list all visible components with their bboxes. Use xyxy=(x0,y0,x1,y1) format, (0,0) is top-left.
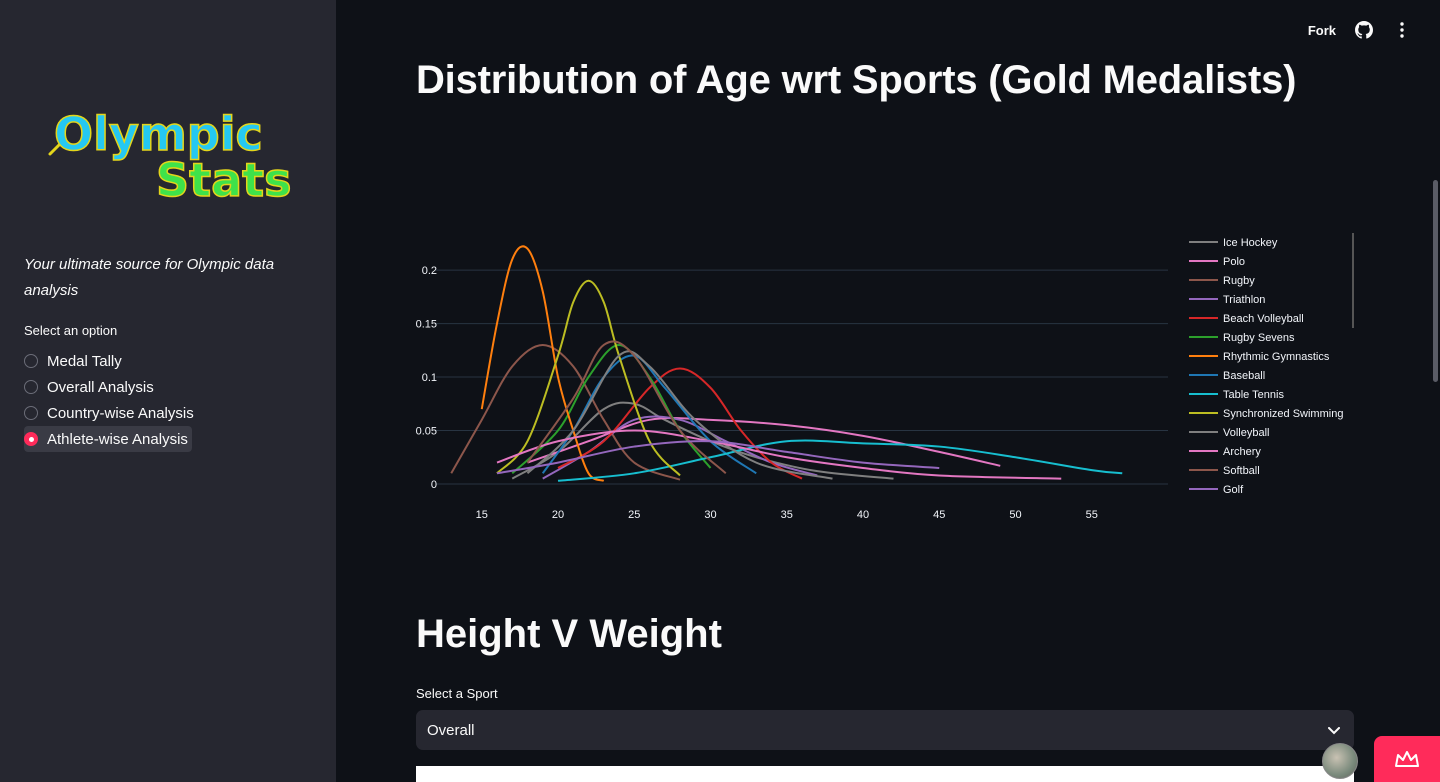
y-tick-label: 0.05 xyxy=(416,426,437,438)
series-line-rugby xyxy=(450,343,681,481)
x-tick-label: 35 xyxy=(781,509,793,521)
legend-label: Softball xyxy=(1223,465,1260,477)
series-line-golf xyxy=(496,440,940,475)
series-line-table-tennis xyxy=(557,439,1123,482)
legend-item[interactable]: Ice Hockey xyxy=(1189,237,1278,249)
radio-label: Country-wise Analysis xyxy=(47,404,194,422)
radio-circle[interactable] xyxy=(24,380,38,394)
legend-label: Ice Hockey xyxy=(1223,237,1278,249)
page-title: Distribution of Age wrt Sports (Gold Med… xyxy=(416,58,1297,102)
series-line-rhythmic-gymnastics xyxy=(480,245,605,482)
radio-label: Overall Analysis xyxy=(47,378,154,396)
streamlit-crown-button[interactable] xyxy=(1374,736,1440,782)
x-tick-label: 15 xyxy=(476,509,488,521)
series-line-volleyball xyxy=(526,350,833,480)
olympic-stats-logo: Olympic Stats xyxy=(48,106,292,208)
logo-line2: Stats xyxy=(156,153,292,207)
x-tick-label: 40 xyxy=(857,509,869,521)
legend-label: Baseball xyxy=(1223,370,1265,382)
legend-label: Volleyball xyxy=(1223,427,1269,439)
legend-item[interactable]: Polo xyxy=(1189,256,1245,268)
option-select-label: Select an option xyxy=(24,323,118,338)
series-line-softball xyxy=(526,340,727,475)
x-tick-label: 25 xyxy=(628,509,640,521)
radio-medal-tally[interactable]: Medal Tally xyxy=(24,348,126,374)
series-line-synchronized-swimming xyxy=(496,279,681,477)
logo-dot xyxy=(58,134,66,142)
x-axis-ticks: 15 20 25 30 35 40 45 50 55 xyxy=(476,509,1098,521)
legend-label: Rugby Sevens xyxy=(1223,332,1295,344)
chart-legend: Ice Hockey Polo Rugby Triathlon Beach Volley… xyxy=(1189,237,1343,496)
more-vertical-icon[interactable] xyxy=(1392,20,1412,40)
sidebar: Olympic Stats Your ultimate source for O… xyxy=(0,0,336,782)
legend-item[interactable]: Volleyball xyxy=(1189,427,1269,439)
y-tick-label: 0.1 xyxy=(422,372,437,384)
radio-country-wise-analysis[interactable]: Country-wise Analysis xyxy=(24,400,198,426)
series-line-polo xyxy=(527,417,1001,467)
app-header: Fork xyxy=(1308,20,1412,40)
radio-circle-selected[interactable] xyxy=(24,432,38,446)
radio-circle[interactable] xyxy=(24,354,38,368)
legend-item[interactable]: Rugby xyxy=(1189,275,1255,287)
x-tick-label: 20 xyxy=(552,509,564,521)
legend-item[interactable]: Synchronized Swimming xyxy=(1189,408,1343,420)
radio-overall-analysis[interactable]: Overall Analysis xyxy=(24,374,158,400)
fork-button[interactable]: Fork xyxy=(1307,22,1336,38)
legend-label: Polo xyxy=(1223,256,1245,268)
legend-label: Synchronized Swimming xyxy=(1223,408,1343,420)
y-tick-label: 0.2 xyxy=(422,265,437,277)
section-title-height-weight: Height V Weight xyxy=(416,612,722,656)
chevron-down-icon xyxy=(1328,722,1340,739)
series-line-beach-volleyball xyxy=(557,367,803,480)
legend-item[interactable]: Baseball xyxy=(1189,370,1265,382)
page-scrollbar[interactable] xyxy=(1433,180,1438,382)
radio-label: Medal Tally xyxy=(47,352,122,370)
legend-label: Rugby xyxy=(1223,275,1255,287)
legend-item[interactable]: Softball xyxy=(1189,465,1260,477)
legend-label: Beach Volleyball xyxy=(1223,313,1304,325)
y-tick-label: 0 xyxy=(431,479,437,491)
chart-lines xyxy=(450,245,1123,482)
series-line-baseball xyxy=(541,354,757,475)
legend-item[interactable]: Golf xyxy=(1189,484,1244,496)
x-tick-label: 55 xyxy=(1086,509,1098,521)
legend-item[interactable]: Beach Volleyball xyxy=(1189,313,1304,325)
legend-label: Triathlon xyxy=(1223,294,1265,306)
x-tick-label: 50 xyxy=(1009,509,1021,521)
radio-athlete-wise-analysis[interactable]: Athlete-wise Analysis xyxy=(24,426,192,452)
y-tick-label: 0.15 xyxy=(416,319,437,331)
sport-select[interactable]: Overall xyxy=(416,710,1354,750)
legend-item[interactable]: Rugby Sevens xyxy=(1189,332,1295,344)
logo-line1: Olympic xyxy=(54,107,263,161)
radio-label: Athlete-wise Analysis xyxy=(47,430,188,448)
avatar[interactable] xyxy=(1322,743,1358,779)
sport-select-label: Select a Sport xyxy=(416,686,498,701)
crown-icon xyxy=(1395,751,1419,767)
tagline: Your ultimate source for Olympic data an… xyxy=(24,256,275,299)
legend-label: Archery xyxy=(1223,446,1261,458)
legend-scrollbar xyxy=(1352,233,1354,328)
series-line-archery xyxy=(496,429,1062,480)
legend-item[interactable]: Triathlon xyxy=(1189,294,1265,306)
chart-top-edge xyxy=(416,766,1354,782)
x-tick-label: 45 xyxy=(933,509,945,521)
legend-item[interactable]: Table Tennis xyxy=(1189,389,1284,401)
legend-label: Table Tennis xyxy=(1223,389,1284,401)
age-distribution-chart: 0 0.05 0.1 0.15 0.2 15 20 25 30 35 40 45 50 55 Ice H… xyxy=(416,233,1354,521)
y-axis-ticks: 0 0.05 0.1 0.15 0.2 xyxy=(416,265,437,491)
option-radio-group: Medal Tally Overall Analysis Country-wis… xyxy=(24,348,198,452)
github-icon[interactable] xyxy=(1354,20,1374,40)
radio-circle[interactable] xyxy=(24,406,38,420)
x-tick-label: 30 xyxy=(704,509,716,521)
legend-label: Rhythmic Gymnastics xyxy=(1223,351,1330,363)
legend-label: Golf xyxy=(1223,484,1244,496)
legend-item[interactable]: Archery xyxy=(1189,446,1261,458)
legend-item[interactable]: Rhythmic Gymnastics xyxy=(1189,351,1330,363)
sport-select-value: Overall xyxy=(427,721,475,739)
